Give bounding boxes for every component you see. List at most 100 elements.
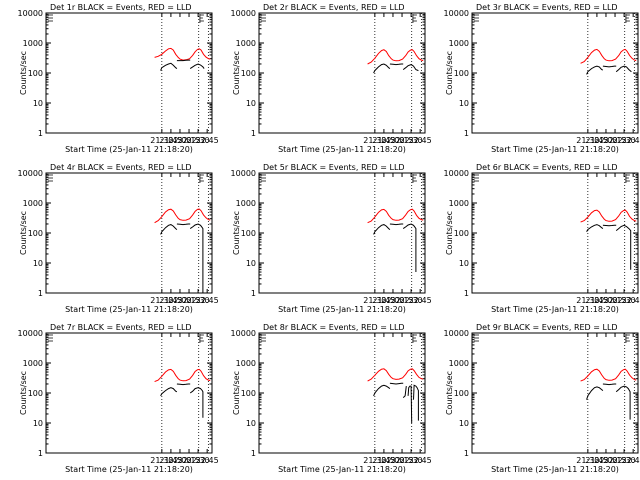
events-series-line (189, 223, 204, 293)
events-series-line (176, 223, 191, 226)
x-tick-label: 21:45 (159, 296, 182, 305)
x-tick-label: 22:45 (409, 136, 432, 145)
events-series-line (615, 385, 631, 420)
corner-marker (625, 334, 630, 343)
x-tick-label: 21:30 (576, 296, 599, 305)
events-series-line (189, 63, 205, 70)
corner-marker (48, 174, 53, 182)
panel-9: 1 10 100 1000 10000 21:3021:4522:0022:1522:30… (444, 323, 640, 474)
events-series-line (160, 387, 178, 397)
y-tick-label: 100 (241, 229, 256, 238)
y-tick-label: 10000 (18, 329, 43, 338)
y-tick-label: 1 (251, 449, 256, 458)
x-tick-label: 21:30 (576, 456, 599, 465)
y-tick-label: 10 (246, 259, 256, 268)
x-tick-label: 21:45 (159, 136, 182, 145)
x-tick-label: 22:00 (168, 296, 191, 305)
x-axis-label: Start Time (25-Jan-11 21:18:20) (491, 305, 619, 314)
y-tick-label: 10000 (444, 9, 469, 18)
y-axis-label: Counts/sec (445, 211, 454, 255)
y-tick-label: 1 (464, 129, 469, 138)
corner-marker (261, 334, 266, 342)
events-series-line (160, 224, 178, 235)
y-tick-label: 10 (459, 99, 469, 108)
y-axis-label: Counts/sec (232, 51, 241, 95)
events-series-line (586, 224, 604, 233)
y-tick-label: 1000 (236, 39, 256, 48)
y-tick-label: 100 (454, 389, 469, 398)
y-tick-label: 1000 (449, 359, 469, 368)
x-axis-label: Start Time (25-Jan-11 21:18:20) (491, 145, 619, 154)
x-tick-label: 22:15 (178, 296, 201, 305)
x-tick-label: 22:30 (187, 456, 210, 465)
y-tick-label: 100 (28, 389, 43, 398)
events-series-line (373, 384, 391, 397)
chart-title: Det 7r BLACK = Events, RED = LLD (50, 323, 192, 332)
y-axis-label: Counts/sec (232, 371, 241, 415)
chart-title: Det 2r BLACK = Events, RED = LLD (263, 3, 405, 12)
y-axis-label: Counts/sec (19, 211, 28, 255)
x-axis-label: Start Time (25-Jan-11 21:18:20) (65, 305, 193, 314)
x-tick-label: 22:00 (594, 296, 617, 305)
y-axis-label: Counts/sec (19, 371, 28, 415)
panel-1: 1 10 100 1000 10000 21:3021:4522:0022:1522:30… (18, 3, 219, 154)
y-tick-label: 10000 (444, 329, 469, 338)
events-series-line (602, 65, 617, 68)
x-tick-label: 22:00 (381, 296, 404, 305)
events-series-line (615, 224, 632, 270)
corner-marker (625, 174, 630, 183)
x-tick-label: 22:45 (622, 136, 640, 145)
x-axis-label: Start Time (25-Jan-11 21:18:20) (278, 145, 406, 154)
panel-3: 1 10 100 1000 10000 21:3021:4522:0022:1522:30… (444, 3, 640, 154)
corner-marker (474, 334, 479, 342)
y-tick-label: 1 (251, 289, 256, 298)
x-tick-label: 22:00 (594, 456, 617, 465)
x-tick-label: 22:30 (400, 456, 423, 465)
y-tick-label: 1 (38, 449, 43, 458)
events-series-line (602, 224, 617, 227)
x-axis-label: Start Time (25-Jan-11 21:18:20) (65, 465, 193, 474)
corner-marker (199, 174, 204, 183)
x-tick-label: 22:15 (178, 136, 201, 145)
x-tick-label: 22:30 (187, 136, 210, 145)
x-tick-label: 21:30 (363, 456, 386, 465)
plot-frame (258, 172, 426, 294)
panel-2: 1 10 100 1000 10000 21:3021:4522:0022:1522:30… (231, 3, 432, 154)
corner-marker (412, 174, 417, 183)
x-tick-label: 22:30 (187, 296, 210, 305)
events-series-line (413, 384, 419, 421)
y-tick-label: 1000 (236, 199, 256, 208)
y-axis-label: Counts/sec (19, 51, 28, 95)
panel-8: 1 10 100 1000 10000 21:3021:4522:0022:1522:30… (231, 323, 432, 474)
x-tick-label: 22:00 (168, 136, 191, 145)
y-tick-label: 1000 (449, 199, 469, 208)
y-tick-label: 1 (38, 129, 43, 138)
y-tick-label: 100 (28, 69, 43, 78)
events-series-line (402, 64, 419, 72)
chart-title: Det 6r BLACK = Events, RED = LLD (476, 163, 618, 172)
y-tick-label: 10 (459, 259, 469, 268)
events-series-line (176, 383, 191, 386)
x-tick-label: 22:45 (409, 456, 432, 465)
x-tick-label: 22:00 (381, 136, 404, 145)
x-tick-label: 22:15 (604, 136, 627, 145)
x-tick-label: 22:00 (381, 456, 404, 465)
x-tick-label: 21:30 (150, 456, 173, 465)
events-series-line (586, 65, 604, 75)
events-series-line (389, 63, 404, 66)
x-tick-label: 22:45 (622, 296, 640, 305)
events-series-line (402, 386, 407, 398)
plot-frame (45, 12, 213, 134)
x-tick-label: 22:45 (409, 296, 432, 305)
y-tick-label: 10 (459, 419, 469, 428)
y-tick-label: 100 (454, 229, 469, 238)
x-tick-label: 22:30 (613, 296, 636, 305)
x-tick-label: 22:30 (613, 456, 636, 465)
y-tick-label: 1000 (23, 359, 43, 368)
y-tick-label: 10 (33, 419, 43, 428)
x-tick-label: 21:45 (585, 296, 608, 305)
x-tick-label: 22:45 (196, 296, 219, 305)
x-tick-label: 21:30 (363, 136, 386, 145)
x-tick-label: 22:15 (391, 136, 414, 145)
